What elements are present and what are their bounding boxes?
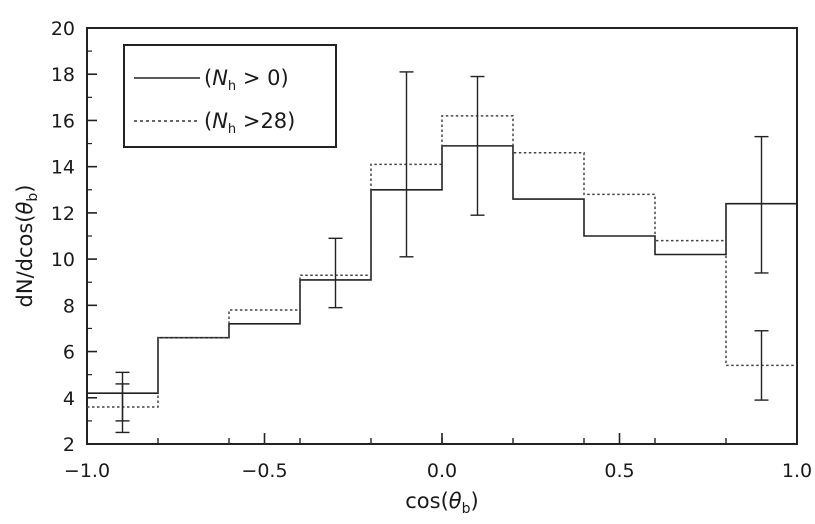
y-tick-label: 14 (51, 157, 75, 179)
series-nh-gt-28 (87, 115, 797, 408)
y-tick-label: 2 (63, 434, 75, 456)
series-line-nh-gt-28 (87, 115, 797, 408)
x-tick-label: −1.0 (64, 460, 110, 482)
error-bars (115, 71, 769, 434)
legend-box (123, 44, 337, 148)
y-tick-label: 16 (51, 110, 75, 132)
legend-label-nh-gt-28: (Nh >28) (204, 109, 295, 137)
y-tick-label: 10 (51, 249, 75, 271)
y-axis-title: dN/dcos(θb) (13, 185, 41, 308)
y-tick-label: 6 (63, 342, 75, 364)
series-line-nh-gt-0 (87, 145, 797, 394)
series-nh-gt-0 (87, 145, 797, 394)
legend: (Nh > 0) (Nh >28) (123, 44, 337, 148)
y-tick-label: 8 (63, 295, 75, 317)
x-tick-label: 1.0 (782, 460, 812, 482)
x-axis-title: cos(θb) (405, 489, 478, 517)
y-tick-label: 20 (51, 18, 75, 40)
y-tick-label: 12 (51, 203, 75, 225)
tick-labels: −1.0 −0.5 0.0 0.5 1.0 2 4 6 8 10 12 14 16 18 20 (51, 18, 812, 482)
legend-label-nh-gt-0: (Nh > 0) (204, 66, 289, 94)
y-tick-label: 18 (51, 64, 75, 86)
y-tick-label: 4 (63, 388, 75, 410)
axis-ticks (86, 27, 798, 445)
x-tick-label: 0.0 (427, 460, 457, 482)
x-tick-label: 0.5 (604, 460, 634, 482)
x-tick-label: −0.5 (241, 460, 287, 482)
